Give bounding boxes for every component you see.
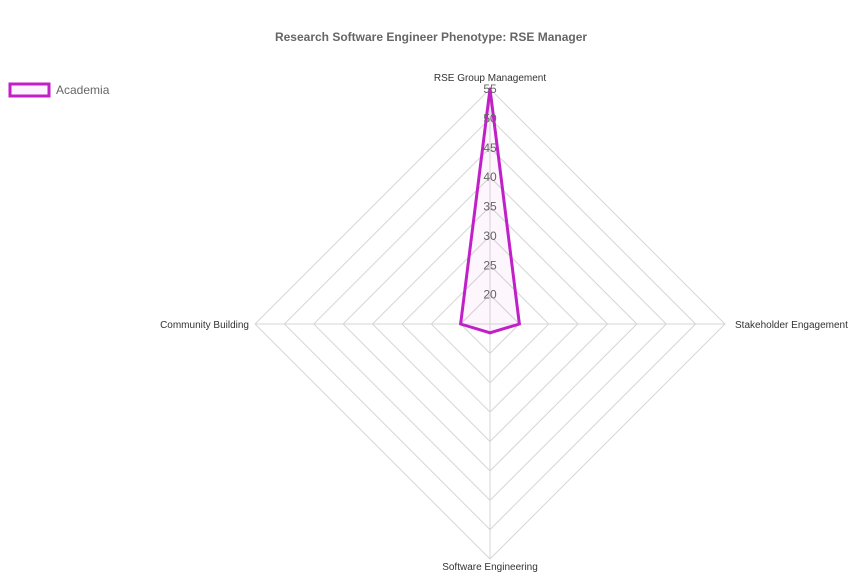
axis-label: Software Engineering bbox=[442, 562, 538, 573]
chart-title: Research Software Engineer Phenotype: RS… bbox=[275, 30, 587, 44]
axis-label: Community Building bbox=[160, 320, 249, 331]
axis-label: RSE Group Management bbox=[434, 73, 547, 84]
tick-label: 50 bbox=[483, 111, 497, 125]
legend-swatch bbox=[8, 82, 51, 98]
data-point[interactable] bbox=[459, 322, 463, 326]
tick-label: 55 bbox=[483, 82, 497, 96]
tick-label: 25 bbox=[483, 258, 497, 272]
legend[interactable]: Academia bbox=[8, 82, 110, 98]
axis-label: Stakeholder Engagement bbox=[735, 320, 848, 331]
data-point[interactable] bbox=[488, 87, 492, 91]
data-point[interactable] bbox=[488, 331, 492, 335]
data-point[interactable] bbox=[517, 322, 521, 326]
tick-label: 45 bbox=[483, 141, 497, 155]
tick-label: 40 bbox=[483, 170, 497, 184]
tick-label: 20 bbox=[483, 288, 497, 302]
tick-labels: 20 25 30 35 40 45 50 55 bbox=[483, 82, 497, 302]
series-layer bbox=[459, 87, 521, 335]
legend-label-academia: Academia bbox=[56, 83, 110, 97]
axis-labels: RSE Group Management Stakeholder Engageme… bbox=[160, 73, 848, 573]
radar-grid bbox=[254, 88, 726, 560]
tick-label: 35 bbox=[483, 200, 497, 214]
tick-label: 30 bbox=[483, 229, 497, 243]
